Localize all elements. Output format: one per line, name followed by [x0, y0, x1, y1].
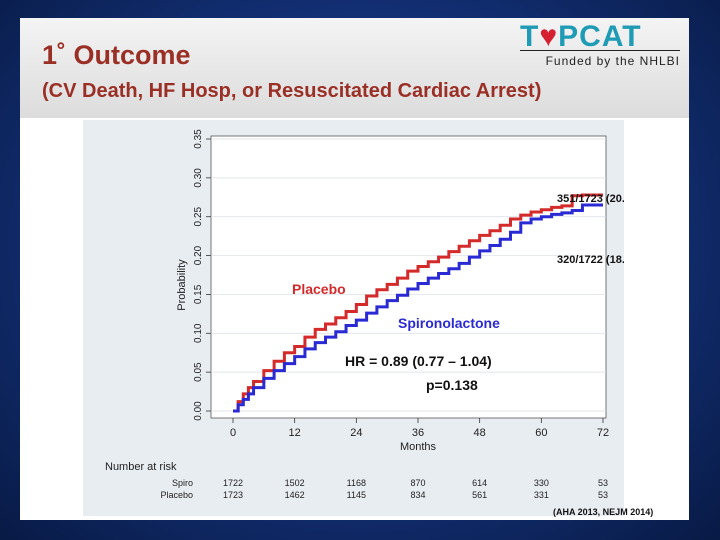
at-risk-value: 1722	[223, 478, 243, 488]
y-tick-label: 0.00	[193, 401, 204, 421]
series-line-spironolactone	[233, 203, 603, 413]
series-line-placebo	[233, 193, 603, 413]
logo-text-pre: T	[520, 20, 540, 53]
x-tick-label: 48	[474, 427, 486, 439]
y-tick-label: 0.15	[193, 284, 204, 304]
logo-wordmark: T♥PCAT	[520, 20, 642, 54]
at-risk-value: 1462	[285, 490, 305, 500]
at-risk-row-label: Spiro	[172, 478, 193, 488]
spiro-end-label: 320/1722 (18.6%)	[557, 254, 624, 266]
at-risk-value: 614	[472, 478, 487, 488]
source-citation: (AHA 2013, NEJM 2014)	[553, 507, 654, 517]
y-tick-label: 0.10	[193, 323, 204, 343]
x-tick-label: 12	[289, 427, 301, 439]
x-axis-label: Months	[400, 441, 437, 453]
x-tick-label: 60	[535, 427, 547, 439]
x-tick-label: 24	[350, 427, 362, 439]
header-band	[20, 18, 689, 118]
slide-subtitle: (CV Death, HF Hosp, or Resuscitated Card…	[42, 80, 542, 102]
y-tick-label: 0.25	[193, 207, 204, 227]
at-risk-value: 1145	[347, 490, 366, 500]
number-at-risk-heading: Number at risk	[105, 461, 177, 473]
y-axis-label: Probability	[176, 259, 188, 311]
at-risk-value: 870	[410, 478, 425, 488]
y-tick-label: 0.05	[193, 362, 204, 382]
spiro-series-label: Spironolactone	[398, 315, 500, 331]
chart-panel: 0.00 0.05 0.10 0.15 0.20 0.25 0.30 0.35 Probabil…	[83, 120, 624, 516]
at-risk-value: 834	[410, 490, 425, 500]
at-risk-value: 331	[534, 490, 549, 500]
y-tick-label: 0.30	[193, 168, 204, 188]
placebo-series-label: Placebo	[292, 281, 346, 297]
at-risk-row-label: Placebo	[160, 490, 193, 500]
at-risk-value: 53	[598, 490, 608, 500]
x-tick-label: 36	[412, 427, 424, 439]
topcat-logo: T♥PCAT Funded by the NHLBI	[520, 20, 682, 72]
logo-text-post: PCAT	[558, 20, 642, 53]
slide-title: 1˚ Outcome	[42, 40, 191, 70]
x-tick-label: 72	[597, 427, 609, 439]
at-risk-value: 330	[534, 478, 549, 488]
at-risk-value: 1168	[347, 478, 366, 488]
x-tick-label: 0	[230, 427, 236, 439]
p-value-annotation: p=0.138	[426, 377, 478, 393]
at-risk-value: 1502	[285, 478, 305, 488]
logo-divider	[520, 50, 680, 51]
at-risk-value: 1723	[223, 490, 243, 500]
y-tick-label: 0.20	[193, 245, 204, 265]
at-risk-value: 53	[598, 478, 608, 488]
y-tick-label: 0.35	[193, 129, 204, 149]
placebo-end-label: 351/1723 (20.4%)	[557, 193, 624, 205]
km-chart: 0.00 0.05 0.10 0.15 0.20 0.25 0.30 0.35 Probabil…	[105, 129, 624, 500]
slide: 1˚ Outcome (CV Death, HF Hosp, or Resusc…	[20, 18, 689, 520]
heart-icon: ♥	[539, 20, 559, 53]
at-risk-value: 561	[472, 490, 487, 500]
hr-annotation: HR = 0.89 (0.77 – 1.04)	[345, 353, 492, 369]
logo-subtitle: Funded by the NHLBI	[545, 54, 680, 68]
